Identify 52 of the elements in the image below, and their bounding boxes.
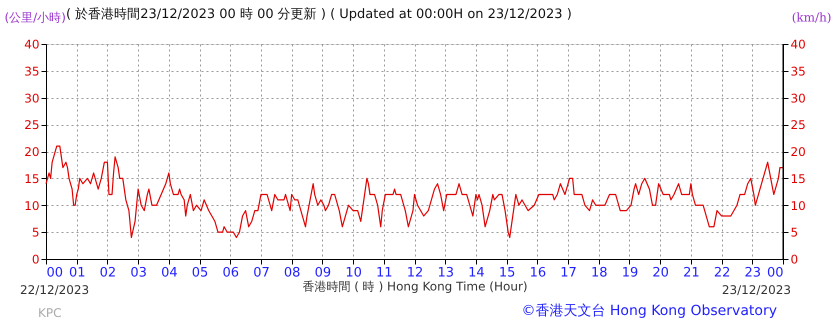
y-tick-label: 0 bbox=[32, 252, 40, 266]
y2-tick-label: 20 bbox=[790, 145, 806, 159]
x-tick-label: 18 bbox=[590, 266, 608, 280]
text: 23/12/2023 bbox=[722, 283, 791, 297]
x-tick-label: 13 bbox=[437, 266, 454, 280]
text: ©香港天文台 Hong Kong Observatory bbox=[521, 303, 777, 319]
y-tick-label: 40 bbox=[24, 38, 40, 52]
x-tick-label: 00 bbox=[766, 266, 784, 280]
y-tick-label: 15 bbox=[24, 172, 40, 186]
y2-tick-label: 35 bbox=[790, 64, 806, 78]
y2-tick-label: 40 bbox=[790, 38, 806, 52]
x-tick-label: 21 bbox=[683, 266, 700, 280]
x-tick-label: 00 bbox=[46, 266, 64, 280]
y-tick-label: 25 bbox=[24, 118, 40, 132]
x-tick-label: 03 bbox=[130, 266, 147, 280]
x-tick-label: 06 bbox=[222, 266, 240, 280]
x-tick-label: 04 bbox=[161, 266, 178, 280]
x-tick-label: 10 bbox=[345, 266, 362, 280]
y-tick-label: 20 bbox=[24, 145, 40, 159]
y-axis-title: (公里/小時) bbox=[4, 10, 66, 24]
x-tick-label: 19 bbox=[622, 266, 638, 280]
x-tick-label: 12 bbox=[406, 266, 424, 280]
y2-tick-label: 0 bbox=[790, 252, 798, 266]
x-tick-label: 07 bbox=[253, 266, 270, 280]
y2-tick-label: 25 bbox=[790, 118, 806, 132]
y2-axis-title: (km/h) bbox=[792, 10, 832, 24]
x-tick-label: 11 bbox=[376, 266, 393, 280]
y-tick-label: 35 bbox=[24, 64, 40, 78]
x-tick-label: 17 bbox=[560, 266, 577, 280]
x-tick-label: 16 bbox=[530, 266, 546, 280]
x-tick-label: 23 bbox=[744, 266, 762, 280]
x-tick-label: 05 bbox=[192, 266, 208, 280]
x-tick-label: 14 bbox=[468, 266, 485, 280]
y2-tick-label: 15 bbox=[790, 172, 806, 186]
x-tick-label: 20 bbox=[652, 266, 669, 280]
x-tick-label: 01 bbox=[68, 266, 86, 280]
text: KPC bbox=[38, 306, 62, 320]
x-tick-label: 15 bbox=[498, 266, 516, 280]
y2-tick-label: 5 bbox=[790, 226, 798, 240]
y2-tick-label: 10 bbox=[790, 198, 806, 213]
x-tick-label: 22 bbox=[714, 266, 730, 280]
y-tick-label: 5 bbox=[32, 226, 40, 240]
x-axis-title: 香港時間 ( 時 ) Hong Kong Time (Hour) bbox=[302, 280, 528, 294]
x-tick-label: 02 bbox=[100, 266, 116, 280]
x-tick-label: 09 bbox=[314, 266, 332, 280]
x-tick-label: 08 bbox=[284, 266, 300, 280]
line-series bbox=[45, 146, 784, 238]
y-tick-label: 10 bbox=[24, 198, 40, 213]
y-tick-label: 30 bbox=[24, 91, 40, 106]
y2-tick-label: 30 bbox=[790, 91, 806, 106]
text: 22/12/2023 bbox=[20, 283, 90, 297]
chart-title: ( 於香港時間23/12/2023 00 時 00 分更新 ) ( Updated at 00:00H on 23/12/2023 ) bbox=[66, 7, 572, 22]
